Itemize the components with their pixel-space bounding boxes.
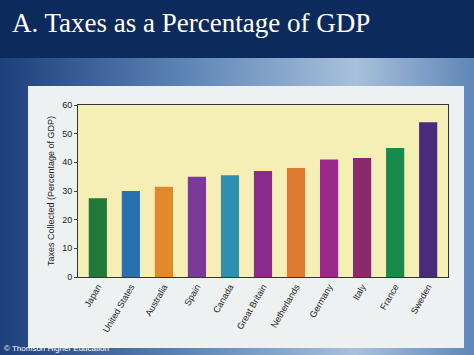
svg-text:Canada: Canada	[211, 283, 235, 315]
svg-text:France: France	[378, 283, 401, 312]
svg-text:Spain: Spain	[182, 283, 202, 308]
svg-text:Taxes Collected (Percentage of: Taxes Collected (Percentage of GDP)	[46, 116, 56, 266]
svg-text:30: 30	[62, 186, 72, 196]
svg-text:50: 50	[62, 129, 72, 139]
svg-text:Great Britain: Great Britain	[235, 283, 269, 332]
svg-text:Japan: Japan	[83, 283, 104, 309]
svg-text:60: 60	[62, 100, 72, 110]
svg-text:United States: United States	[101, 282, 137, 334]
svg-text:Australia: Australia	[143, 283, 169, 318]
svg-text:Netherlands: Netherlands	[269, 282, 302, 329]
svg-text:10: 10	[62, 243, 72, 253]
html-text:© Thomson Higher Education: © Thomson Higher Education	[4, 344, 109, 353]
svg-text:40: 40	[62, 157, 72, 167]
html-text:A. Taxes as a Percentage of GD: A. Taxes as a Percentage of GDP	[12, 8, 371, 38]
svg-text:20: 20	[62, 215, 72, 225]
svg-text:0: 0	[67, 272, 72, 282]
svg-text:Germany: Germany	[308, 282, 335, 319]
svg-text:Sweden: Sweden	[409, 283, 434, 316]
svg-text:Italy: Italy	[351, 282, 368, 302]
